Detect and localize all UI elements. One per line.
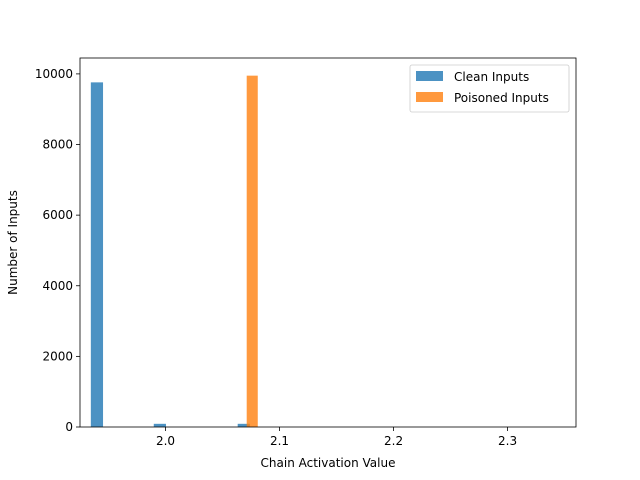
bar-clean-2 (237, 423, 250, 427)
legend-swatch-clean (416, 71, 443, 81)
y-tick-label: 4000 (42, 279, 73, 293)
x-tick-label: 2.2 (384, 434, 403, 448)
bar-clean-0 (90, 82, 104, 427)
legend-swatch-poisoned (416, 92, 443, 102)
legend-label-clean: Clean Inputs (454, 70, 529, 84)
y-tick-label: 0 (65, 420, 73, 434)
y-tick-label: 6000 (42, 208, 73, 222)
ticks-layer: 2.0 2.1 2.2 2.3 0 2000 4000 6000 8000 10000 (35, 67, 517, 448)
legend-label-poisoned: Poisoned Inputs (454, 91, 549, 105)
x-tick-label: 2.1 (270, 434, 289, 448)
y-axis-title: Number of Inputs (6, 190, 20, 295)
y-tick-label: 8000 (42, 138, 73, 152)
x-tick-label: 2.0 (156, 434, 175, 448)
x-tick-label: 2.3 (498, 434, 517, 448)
plot-frame (79, 57, 577, 428)
x-axis-title: Chain Activation Value (261, 456, 396, 470)
y-tick-label: 2000 (42, 349, 73, 363)
legend-box (409, 64, 570, 113)
bar-poisoned-0 (246, 75, 258, 427)
legend: Clean Inputs Poisoned Inputs (409, 64, 570, 113)
bars-layer (90, 75, 258, 427)
y-tick-label: 10000 (35, 67, 73, 81)
bar-clean-1 (153, 423, 166, 427)
